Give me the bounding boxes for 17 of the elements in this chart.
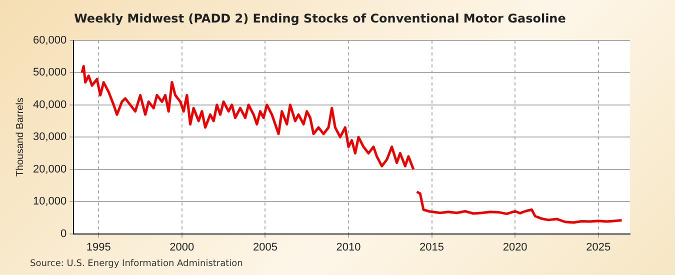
y-tick-label: 0 bbox=[60, 228, 67, 240]
y-tick-label: 10,000 bbox=[32, 196, 67, 208]
x-tick-label: 2010 bbox=[336, 241, 361, 254]
y-axis-title: Thousand Barrels bbox=[14, 98, 26, 177]
source-note: Source: U.S. Energy Information Administration bbox=[30, 258, 243, 269]
chart-title: Weekly Midwest (PADD 2) Ending Stocks of Conventional Motor Gasoline bbox=[74, 11, 566, 26]
x-tick-label: 2000 bbox=[170, 241, 194, 254]
y-tick-label: 60,000 bbox=[32, 34, 67, 46]
x-tick-label: 2025 bbox=[586, 241, 611, 254]
x-tick-label: 1995 bbox=[86, 241, 111, 254]
x-tick-label: 2015 bbox=[420, 241, 444, 254]
x-tick-label: 2005 bbox=[252, 241, 278, 254]
y-tick-label: 50,000 bbox=[32, 66, 67, 79]
y-tick-label: 30,000 bbox=[32, 131, 67, 144]
x-tick-label: 2020 bbox=[502, 241, 528, 254]
y-tick-label: 20,000 bbox=[32, 163, 67, 176]
y-tick-label: 40,000 bbox=[32, 98, 67, 111]
